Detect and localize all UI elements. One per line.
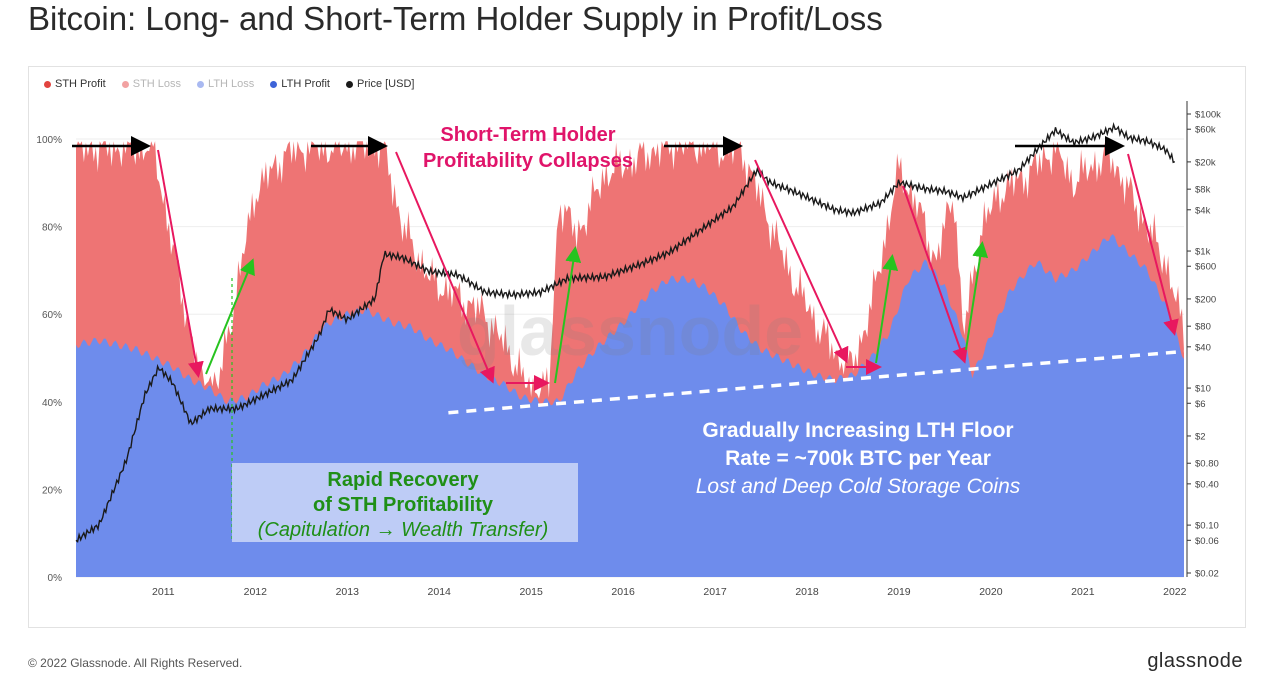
brand-logo: glassnode	[1147, 650, 1243, 672]
y-right-tick-label: $0.80	[1195, 459, 1219, 470]
green-recovery-arrow	[875, 254, 899, 364]
legend-dot-sth-loss	[121, 80, 129, 88]
legend-item-sth-loss[interactable]: STH Loss	[121, 78, 182, 90]
y-right-tick-label: $2	[1195, 431, 1206, 442]
y-left-tick-label: 20%	[42, 485, 62, 496]
chart-title: Bitcoin: Long- and Short-Term Holder Sup…	[28, 0, 883, 37]
legend-item-lth-loss[interactable]: LTH Loss	[197, 78, 254, 90]
floor-line2: Rate = ~700k BTC per Year	[725, 447, 991, 470]
y-right-tick-label: $200	[1195, 294, 1216, 305]
legend-label-price: Price [USD]	[357, 78, 415, 90]
y-left-tick-label: 60%	[42, 310, 62, 321]
x-tick-label: 2022	[1163, 586, 1187, 598]
legend-label-lth-profit: LTH Profit	[281, 78, 330, 90]
green-recovery-arrow	[965, 241, 989, 351]
arrow-layer	[72, 136, 1185, 415]
x-tick-label: 2020	[979, 586, 1003, 598]
chart-legend: STH Profit STH Loss LTH Loss LTH Profit …	[44, 78, 414, 90]
y-right-tick-label: $10	[1195, 384, 1211, 395]
recovery-line3: (Capitulation → Wealth Transfer)	[258, 519, 548, 541]
red-collapse-arrow	[1127, 153, 1179, 336]
y-right-tick-label: $0.40	[1195, 479, 1219, 490]
lth-floor-trendline	[448, 349, 1185, 415]
copyright-footer: © 2022 Glassnode. All Rights Reserved.	[28, 656, 243, 670]
green-recovery-arrow	[554, 246, 582, 384]
legend-dot-lth-loss	[197, 80, 205, 88]
recovery-box	[232, 463, 578, 542]
y-right-tick-label: $60k	[1195, 125, 1216, 136]
x-tick-label: 2012	[244, 586, 268, 598]
legend-dot-price	[346, 80, 353, 88]
legend-dot-sth-profit	[44, 80, 51, 88]
y-right-tick-label: $8k	[1195, 185, 1211, 196]
red-collapse-arrow	[754, 159, 849, 364]
recovery-line2: of STH Profitability	[313, 494, 494, 516]
x-tick-label: 2017	[703, 586, 727, 598]
y-right-tick-label: $80	[1195, 322, 1211, 333]
y-right-tick-label: $1k	[1195, 247, 1211, 258]
legend-label-sth-loss: STH Loss	[132, 78, 182, 90]
legend-item-lth-profit[interactable]: LTH Profit	[270, 78, 330, 90]
y-left-tick-label: 0%	[48, 573, 63, 584]
x-tick-label: 2016	[611, 586, 635, 598]
legend-item-sth-profit[interactable]: STH Profit	[44, 78, 106, 90]
x-tick-label: 2021	[1071, 586, 1095, 598]
floor-line3: Lost and Deep Cold Storage Coins	[696, 475, 1021, 498]
y-right-tick-label: $0.10	[1195, 521, 1219, 532]
legend-label-lth-loss: LTH Loss	[208, 78, 255, 90]
watermark: glassnode	[457, 292, 803, 370]
y-right-tick-label: $600	[1195, 262, 1216, 273]
x-tick-label: 2018	[795, 586, 819, 598]
x-tick-label: 2013	[336, 586, 360, 598]
recovery-line1: Rapid Recovery	[327, 469, 479, 491]
red-collapse-arrow	[395, 151, 495, 384]
green-recovery-arrow	[205, 258, 255, 375]
x-tick-label: 2014	[428, 586, 452, 598]
y-right-tick-label: $20k	[1195, 157, 1216, 168]
y-right-tick-label: $0.02	[1195, 569, 1219, 580]
y-right-tick-label: $100k	[1195, 110, 1221, 121]
red-collapse-arrow	[157, 149, 204, 378]
legend-item-price[interactable]: Price [USD]	[346, 78, 414, 90]
x-tick-label: 2019	[887, 586, 911, 598]
price-line	[75, 122, 1176, 543]
collapse-line1: Short-Term Holder	[440, 124, 615, 146]
axis-layer: 0% 20% 40% 60% 80% 100% $0.02 $0.06 $0.10 $0.40 $0…	[36, 101, 1221, 598]
y-right-tick-label: $0.06	[1195, 536, 1219, 547]
price-layer	[75, 122, 1176, 543]
x-tick-label: 2015	[519, 586, 543, 598]
legend-label-sth-profit: STH Profit	[55, 78, 106, 90]
legend-dot-lth-profit	[270, 80, 278, 88]
y-left-tick-label: 40%	[42, 398, 62, 409]
y-left-tick-label: 100%	[36, 135, 62, 146]
collapse-line2: Profitability Collapses	[423, 150, 633, 172]
y-right-tick-label: $40	[1195, 342, 1211, 353]
y-right-tick-label: $6	[1195, 399, 1206, 410]
y-right-tick-label: $4k	[1195, 205, 1211, 216]
floor-line1: Gradually Increasing LTH Floor	[702, 419, 1013, 442]
y-left-tick-label: 80%	[42, 223, 62, 234]
x-tick-label: 2011	[152, 586, 175, 598]
red-collapse-arrow	[902, 185, 968, 364]
